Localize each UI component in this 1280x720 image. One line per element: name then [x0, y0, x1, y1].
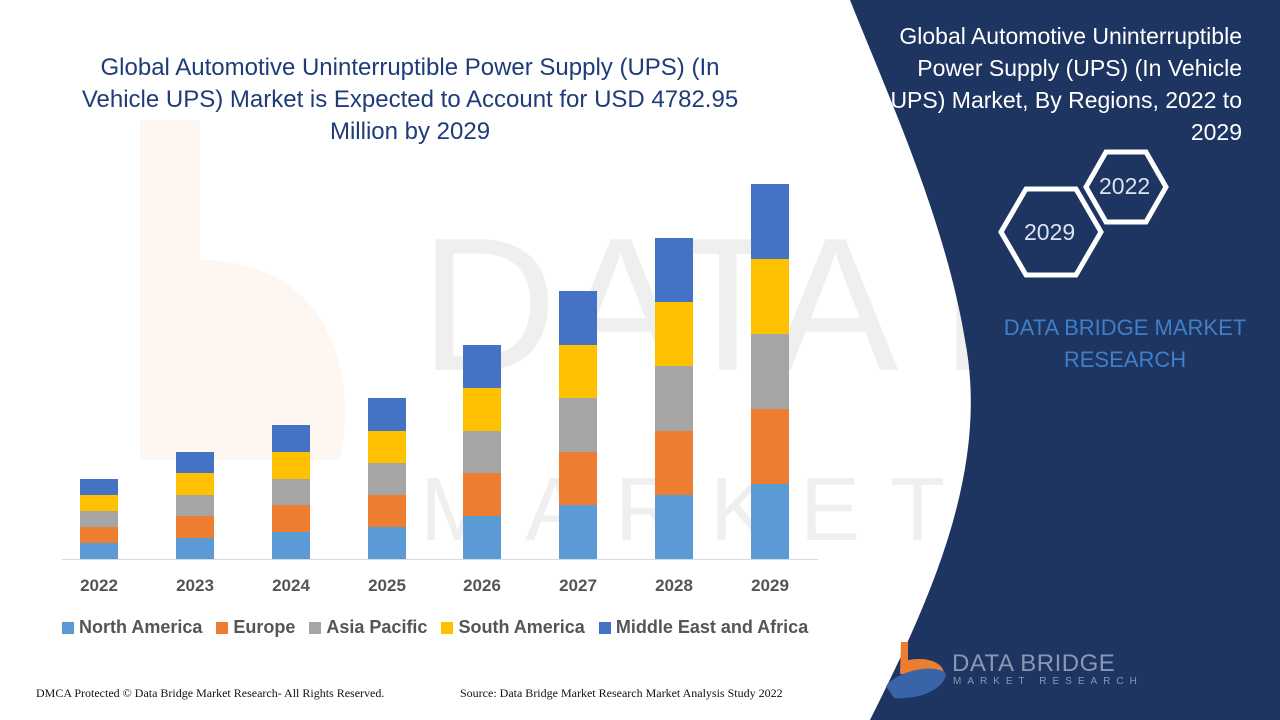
legend-item: Middle East and Africa: [598, 617, 809, 638]
legend-label: Europe: [233, 617, 296, 637]
x-tick-label: 2024: [272, 576, 310, 595]
legend-item: North America: [62, 617, 202, 638]
hex-label-2029: 2029: [1024, 219, 1076, 245]
brand-text: DATA BRIDGE MARKET RESEARCH: [1003, 315, 1247, 372]
bar-2026-south-america: [463, 388, 501, 431]
bar-2026-europe: [463, 473, 501, 516]
bar-2022-middle-east-and-africa: [80, 479, 118, 495]
bar-2025-south-america: [368, 431, 406, 463]
hexagon-2022-icon: [1083, 149, 1169, 225]
bar-2027-south-america: [559, 345, 597, 398]
hex-label-2022: 2022: [1099, 173, 1151, 199]
legend-swatch: [216, 621, 229, 634]
bar-2024-europe: [272, 505, 310, 532]
bar-2026-north-america: [463, 516, 501, 559]
bar-2029-asia-pacific: [751, 334, 789, 409]
bar-2023-north-america: [176, 538, 214, 559]
bar-2024-south-america: [272, 452, 310, 479]
legend-label: North America: [79, 617, 203, 637]
bar-2029-middle-east-and-africa: [751, 184, 789, 259]
legend-swatch: [62, 621, 74, 634]
bar-2022-south-america: [80, 495, 118, 511]
source-text: Source: Data Bridge Market Research Mark…: [460, 686, 783, 700]
bar-2028-asia-pacific: [655, 366, 693, 431]
bar-2028-europe: [655, 431, 693, 495]
legend-swatch: [309, 621, 322, 634]
bar-2028-north-america: [655, 495, 693, 559]
bar-2024-asia-pacific: [272, 479, 310, 505]
chart-title: Global Automotive Uninterruptible Power …: [81, 54, 739, 145]
bar-2027-north-america: [559, 505, 597, 559]
logo-title: DATA BRIDGE: [952, 650, 1116, 677]
bar-2027-middle-east-and-africa: [559, 291, 597, 345]
x-tick-label: 2029: [751, 576, 789, 595]
x-tick-label: 2022: [80, 576, 118, 595]
bar-2023-middle-east-and-africa: [176, 452, 214, 473]
bar-2025-north-america: [368, 527, 406, 559]
bar-2025-middle-east-and-africa: [368, 398, 406, 431]
x-tick-label: 2025: [368, 576, 406, 595]
bar-2022-europe: [80, 527, 118, 543]
copyright-text: DMCA Protected © Data Bridge Market Rese…: [36, 686, 385, 700]
bar-2022-north-america: [80, 543, 118, 559]
bar-2024-middle-east-and-africa: [272, 425, 310, 452]
bar-2029-south-america: [751, 259, 789, 334]
legend-swatch: [441, 621, 454, 634]
bar-2023-asia-pacific: [176, 495, 214, 516]
hexagon-2029-icon: [998, 186, 1104, 278]
bar-2025-europe: [368, 495, 406, 527]
bar-2023-south-america: [176, 473, 214, 495]
legend-item: Europe: [216, 617, 295, 638]
bar-2026-asia-pacific: [463, 431, 501, 473]
legend-label: South America: [458, 617, 585, 637]
bar-2023-europe: [176, 516, 214, 538]
bar-2027-europe: [559, 452, 597, 505]
bar-2024-north-america: [272, 532, 310, 559]
x-tick-label: 2027: [559, 576, 597, 595]
bar-2029-europe: [751, 409, 789, 484]
bar-2027-asia-pacific: [559, 398, 597, 452]
x-tick-label: 2028: [655, 576, 693, 595]
bar-2025-asia-pacific: [368, 463, 406, 495]
bar-2028-middle-east-and-africa: [655, 238, 693, 302]
x-tick-label: 2026: [463, 576, 501, 595]
bar-2028-south-america: [655, 302, 693, 366]
side-panel: [850, 0, 1280, 720]
legend-label: Middle East and Africa: [615, 617, 809, 637]
logo-subtitle: MARKET RESEARCH: [953, 676, 1143, 687]
side-panel-title: Global Automotive Uninterruptible Power …: [890, 23, 1242, 145]
legend-item: Asia Pacific: [309, 617, 427, 638]
legend-item: South America: [441, 617, 585, 638]
legend-swatch: [598, 621, 611, 634]
legend: North America Europe Asia Pacific South Ame…: [62, 617, 808, 638]
bar-2026-middle-east-and-africa: [463, 345, 501, 388]
bars: [80, 184, 789, 559]
logo-icon: [886, 642, 946, 699]
x-tick-label: 2023: [176, 576, 214, 595]
legend-label: Asia Pacific: [326, 617, 428, 637]
bar-2029-north-america: [751, 484, 789, 559]
bar-2022-asia-pacific: [80, 511, 118, 527]
